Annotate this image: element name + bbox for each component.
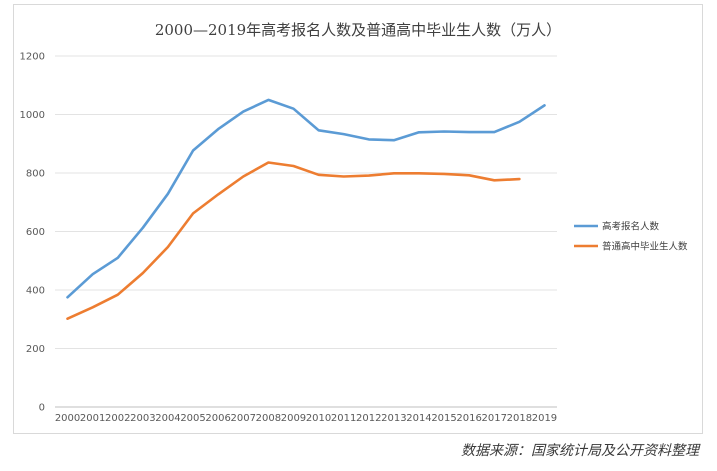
x-tick-label: 2015 — [431, 413, 456, 424]
y-axis-ticks: 0 200 400 600 800 1000 1200 — [20, 52, 45, 414]
x-tick-label: 2008 — [256, 413, 281, 424]
grid-lines — [55, 55, 557, 408]
x-tick-label: 2012 — [356, 413, 381, 424]
x-tick-label: 2016 — [456, 413, 481, 424]
x-tick-label: 2013 — [381, 413, 406, 424]
y-tick-label: 1000 — [20, 110, 45, 121]
x-tick-label: 2004 — [155, 413, 180, 424]
x-tick-label: 2005 — [180, 413, 205, 424]
x-tick-label: 2017 — [482, 413, 507, 424]
x-tick-label: 2006 — [205, 413, 230, 424]
x-tick-label: 2007 — [231, 413, 256, 424]
y-tick-label: 800 — [26, 169, 45, 180]
x-tick-label: 2000 — [55, 413, 80, 424]
x-tick-label: 2018 — [507, 413, 532, 424]
y-tick-label: 0 — [39, 403, 45, 414]
x-tick-label: 2009 — [281, 413, 306, 424]
y-tick-label: 400 — [26, 286, 45, 297]
x-axis-ticks: 2000 2001 2002 2003 2004 2005 2006 2007 2008 2009… — [55, 413, 557, 424]
x-tick-label: 2014 — [406, 413, 431, 424]
x-tick-label: 2001 — [80, 413, 105, 424]
legend-label: 高考报名人数 — [602, 221, 660, 233]
chart-frame — [13, 4, 703, 434]
chart-title: 2000—2019年高考报名人数及普通高中毕业生人数（万人） — [155, 21, 561, 39]
x-tick-label: 2002 — [105, 413, 130, 424]
y-tick-label: 200 — [26, 344, 45, 355]
x-tick-label: 2003 — [130, 413, 155, 424]
legend-label: 普通高中毕业生人数 — [602, 241, 688, 253]
y-tick-label: 1200 — [20, 52, 45, 63]
x-tick-label: 2010 — [306, 413, 331, 424]
source-note: 数据来源：国家统计局及公开资料整理 — [461, 443, 699, 459]
y-tick-label: 600 — [26, 227, 45, 238]
series-line-1 — [66, 98, 546, 299]
x-tick-label: 2019 — [532, 413, 557, 424]
x-tick-label: 2011 — [331, 413, 356, 424]
series-lines — [66, 98, 546, 320]
series-line-2 — [66, 161, 521, 320]
